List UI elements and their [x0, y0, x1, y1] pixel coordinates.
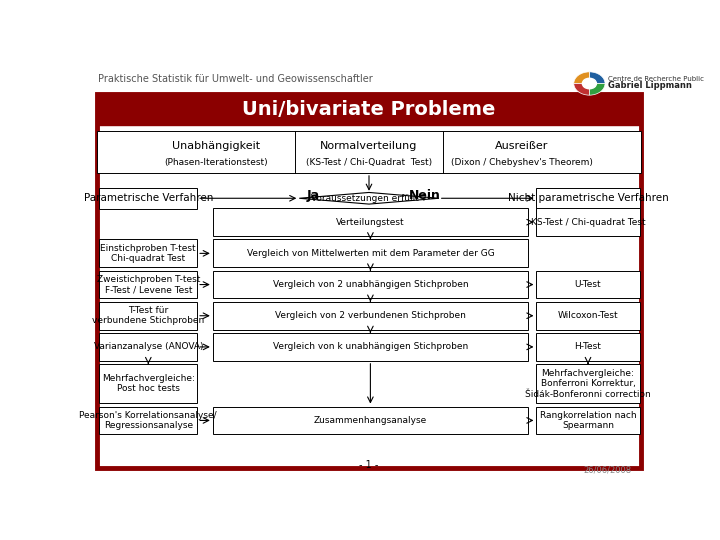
Wedge shape: [590, 84, 605, 95]
Bar: [99, 271, 197, 299]
Text: T-Test für
verbundene Stichproben: T-Test für verbundene Stichproben: [92, 306, 204, 326]
Text: Wilcoxon-Test: Wilcoxon-Test: [558, 311, 618, 320]
Bar: [213, 333, 528, 361]
Bar: [99, 333, 197, 361]
Circle shape: [582, 78, 596, 89]
Text: Varianzanalyse (ANOVA): Varianzanalyse (ANOVA): [94, 342, 203, 352]
Bar: [213, 302, 528, 329]
Text: Zusammenhangsanalyse: Zusammenhangsanalyse: [314, 416, 427, 425]
Text: Verteilungstest: Verteilungstest: [336, 218, 405, 227]
Text: Vergleich von 2 verbundenen Stichproben: Vergleich von 2 verbundenen Stichproben: [275, 311, 466, 320]
Bar: [536, 407, 639, 434]
Text: Gabriel Lippmann: Gabriel Lippmann: [608, 81, 692, 90]
Bar: [96, 131, 642, 173]
Bar: [536, 188, 639, 208]
Text: Nein: Nein: [409, 189, 441, 202]
Bar: [99, 407, 197, 434]
Text: (Phasen-Iterationstest): (Phasen-Iterationstest): [165, 158, 269, 167]
Bar: [536, 364, 639, 403]
Bar: [536, 333, 639, 361]
Text: Einstichproben T-test
Chi-quadrat Test: Einstichproben T-test Chi-quadrat Test: [101, 244, 196, 263]
Wedge shape: [590, 72, 605, 84]
Text: U-Test: U-Test: [575, 280, 601, 289]
Bar: [99, 239, 197, 267]
Text: H-Test: H-Test: [575, 342, 601, 352]
Bar: [96, 94, 642, 125]
Bar: [536, 302, 639, 329]
Text: (Dixon / Chebyshev's Theorem): (Dixon / Chebyshev's Theorem): [451, 158, 593, 167]
Bar: [99, 302, 197, 329]
Text: Ausreißer: Ausreißer: [495, 141, 548, 151]
Bar: [99, 188, 197, 208]
Polygon shape: [300, 192, 438, 204]
Text: Parametrische Verfahren: Parametrische Verfahren: [84, 193, 213, 203]
Text: Vergleich von k unabhängigen Stichproben: Vergleich von k unabhängigen Stichproben: [273, 342, 468, 352]
Text: Mehrfachvergleiche:
Bonferroni Korrektur,
Šidák-Bonferonni correction: Mehrfachvergleiche: Bonferroni Korrektur…: [525, 369, 651, 399]
Text: Pearson's Korrelationsanalyse/
Regressionsanalyse: Pearson's Korrelationsanalyse/ Regressio…: [79, 411, 217, 430]
Text: Nicht parametrische Verfahren: Nicht parametrische Verfahren: [508, 193, 668, 203]
Text: 26/06/2008: 26/06/2008: [583, 465, 631, 475]
Bar: [536, 271, 639, 299]
Text: Uni/bivariate Probleme: Uni/bivariate Probleme: [243, 100, 495, 119]
Text: Voraussetzungen erfüllt ?: Voraussetzungen erfüllt ?: [311, 194, 427, 203]
Text: - 1 -: - 1 -: [359, 460, 379, 470]
Text: Praktische Statistik für Umwelt- und Geowissenschaftler: Praktische Statistik für Umwelt- und Geo…: [99, 74, 373, 84]
Bar: [536, 208, 639, 236]
Text: Normalverteilung: Normalverteilung: [320, 141, 418, 151]
Text: Zweistichproben T-test
F-Test / Levene Test: Zweistichproben T-test F-Test / Levene T…: [96, 275, 200, 294]
Text: Vergleich von 2 unabhängigen Stichproben: Vergleich von 2 unabhängigen Stichproben: [273, 280, 468, 289]
Text: Rangkorrelation nach
Spearmann: Rangkorrelation nach Spearmann: [540, 411, 636, 430]
Text: Mehrfachvergleiche:
Post hoc tests: Mehrfachvergleiche: Post hoc tests: [102, 374, 194, 393]
Text: Vergleich von Mittelwerten mit dem Parameter der GG: Vergleich von Mittelwerten mit dem Param…: [246, 249, 494, 258]
Bar: [213, 239, 528, 267]
Text: KS-Test / Chi-quadrat Test: KS-Test / Chi-quadrat Test: [531, 218, 645, 227]
Bar: [213, 208, 528, 236]
Bar: [213, 271, 528, 299]
Text: (KS-Test / Chi-Quadrat  Test): (KS-Test / Chi-Quadrat Test): [306, 158, 432, 167]
Wedge shape: [574, 72, 590, 84]
Text: Unabhängigkeit: Unabhängigkeit: [173, 141, 261, 151]
Text: Centre de Recherche Public: Centre de Recherche Public: [608, 76, 704, 82]
Wedge shape: [574, 84, 590, 95]
Text: Ja: Ja: [307, 189, 320, 202]
Bar: [99, 364, 197, 403]
Bar: [213, 407, 528, 434]
